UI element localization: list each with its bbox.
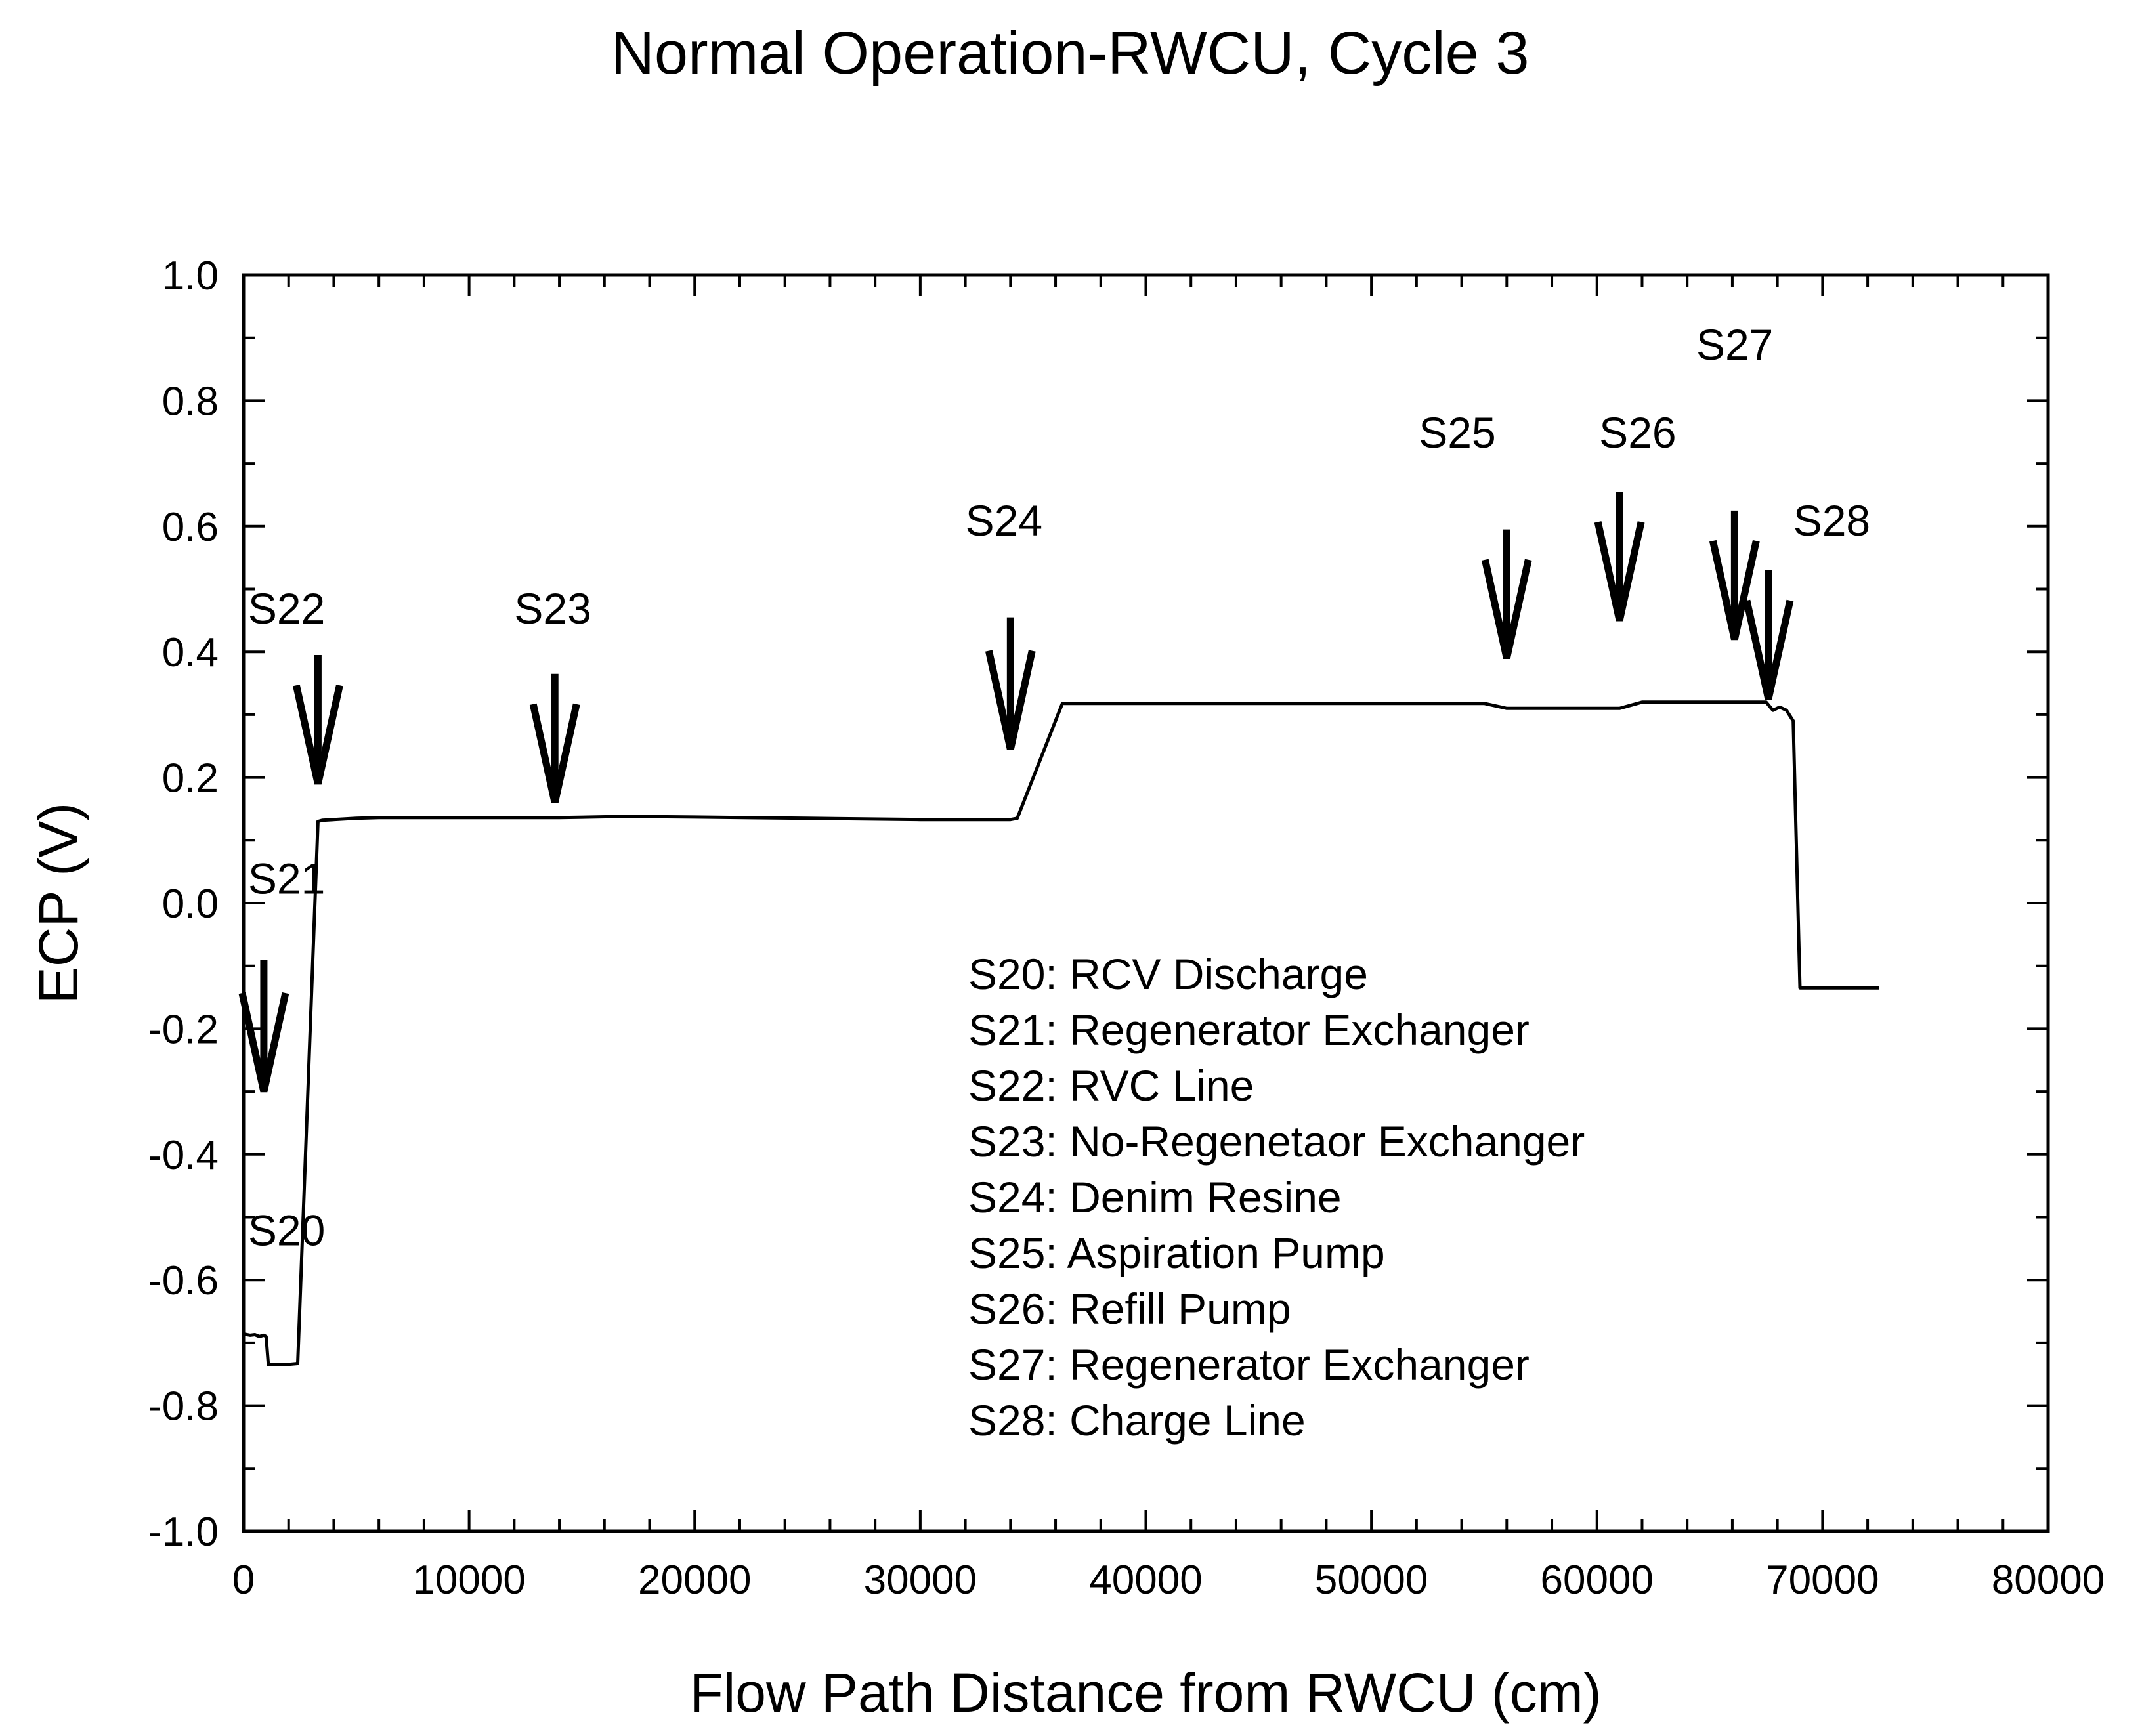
y-axis-label: ECP (V): [28, 803, 89, 1004]
chart-title: Normal Operation-RWCU, Cycle 3: [610, 20, 1529, 87]
station-annotations: S20 S21 S22 S23 S24 S25 S26 S27 S28: [238, 320, 1870, 1255]
station-label-s24: S24: [966, 496, 1042, 545]
station-label-s26: S26: [1599, 408, 1676, 457]
x-tick-label: 80000: [1992, 1557, 2105, 1603]
arrow-head-s21: [238, 992, 289, 1093]
arrow-head-s22: [293, 684, 343, 785]
x-tick-label: 60000: [1541, 1557, 1654, 1603]
station-label-s22: S22: [248, 584, 325, 633]
legend-entry: S26: Refill Pump: [968, 1284, 1291, 1333]
x-tick-label: 50000: [1315, 1557, 1428, 1603]
y-tick-label: 0.2: [162, 756, 219, 801]
arrow-head-s23: [529, 703, 580, 804]
station-label-s23: S23: [514, 584, 591, 633]
arrow-head-s28: [1743, 599, 1794, 700]
station-label-s27: S27: [1696, 320, 1773, 369]
x-tick-label: 0: [232, 1557, 255, 1603]
legend-entry: S21: Regenerator Exchanger: [968, 1006, 1530, 1054]
legend-entry: S23: No-Regenetaor Exchanger: [968, 1117, 1585, 1166]
y-tick-label: 1.0: [162, 253, 219, 299]
arrow-head-s26: [1594, 521, 1645, 622]
legend-entry: S25: Aspiration Pump: [968, 1229, 1385, 1277]
x-tick-label: 10000: [412, 1557, 525, 1603]
legend-entry: S28: Charge Line: [968, 1396, 1306, 1445]
y-tick-label: 0.4: [162, 630, 219, 675]
x-tick-label: 30000: [864, 1557, 977, 1603]
legend-entry: S27: Regenerator Exchanger: [968, 1340, 1530, 1389]
x-tick-label: 70000: [1766, 1557, 1879, 1603]
station-label-s28: S28: [1793, 496, 1870, 545]
x-axis-label: Flow Path Distance from RWCU (cm): [689, 1662, 1601, 1724]
station-label-s20: S20: [248, 1206, 325, 1255]
station-label-s25: S25: [1419, 408, 1495, 457]
y-tick-label: -1.0: [148, 1510, 219, 1555]
y-tick-label: 0.8: [162, 379, 219, 424]
station-label-s21: S21: [248, 855, 325, 903]
legend-entry: S22: RVC Line: [968, 1061, 1254, 1110]
y-tick-label: -0.4: [148, 1133, 219, 1178]
y-axis-ticks: -1.0 -0.8 -0.6 -0.4 -0.2 0.0 0.2 0.4 0.6 0.8 1.0: [148, 253, 2048, 1555]
y-tick-label: -0.6: [148, 1258, 219, 1303]
arrow-head-s24: [985, 650, 1036, 750]
station-legend: S20: RCV Discharge S21: Regenerator Excha…: [968, 950, 1585, 1445]
legend-entry: S20: RCV Discharge: [968, 950, 1368, 998]
y-tick-label: -0.2: [148, 1007, 219, 1052]
legend-entry: S24: Denim Resine: [968, 1173, 1342, 1221]
y-tick-label: 0.0: [162, 881, 219, 927]
series-layer: [243, 700, 1879, 1366]
x-axis-ticks: 0 10000 20000 30000 40000 50000 60000 70000 8000…: [232, 275, 2105, 1603]
arrow-head-s27: [1709, 540, 1760, 641]
arrow-head-s25: [1481, 559, 1532, 659]
y-tick-label: -0.8: [148, 1384, 219, 1429]
x-tick-label: 40000: [1089, 1557, 1202, 1603]
x-tick-label: 20000: [638, 1557, 751, 1603]
y-tick-label: 0.6: [162, 505, 219, 550]
ecp-series-line: [243, 700, 1879, 1366]
